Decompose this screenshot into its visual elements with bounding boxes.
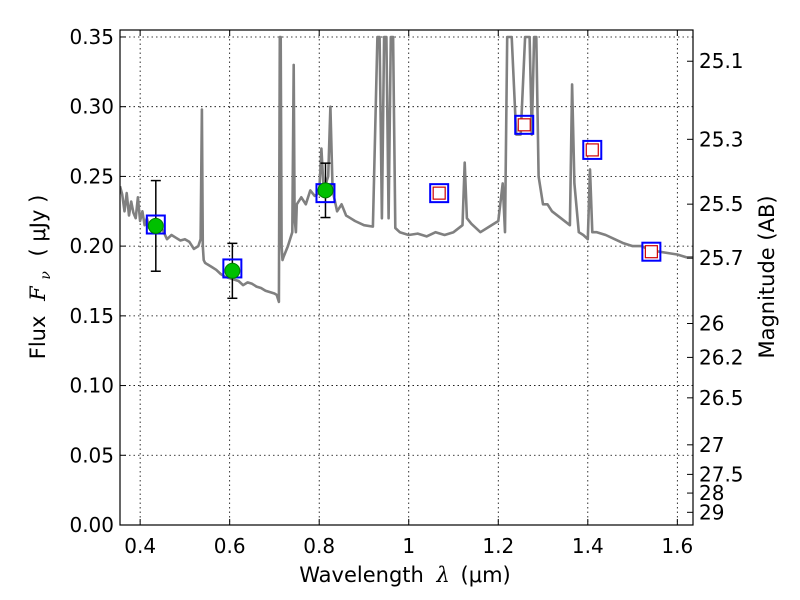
y-axis-title-unit: ( μJy ) — [26, 195, 50, 257]
y-tick-label: 0.35 — [69, 25, 114, 49]
x-axis-title-text: Wavelength — [299, 563, 424, 587]
y-axis-right-title: Magnitude (AB) — [755, 195, 779, 358]
tick-layer: 0.4 0.6 0.8 1 1.2 1.4 1.6 0.00 0.05 0.10 0.15 0.20 0… — [69, 25, 743, 558]
spectrum-line — [120, 35, 693, 304]
y-axis-title-symbol: F — [26, 285, 50, 302]
y-right-tick-label: 25.1 — [699, 49, 744, 73]
y-tick-label: 0.25 — [69, 164, 114, 188]
nondetection-point — [432, 186, 446, 200]
y-tick-label: 0.20 — [69, 234, 114, 258]
y-right-tick-label: 28 — [699, 481, 724, 505]
y-axis-title-text: Flux — [26, 316, 50, 360]
model-point — [641, 241, 662, 262]
y-right-tick-label: 26.5 — [699, 386, 744, 410]
x-tick-label: 1.4 — [572, 534, 604, 558]
x-axis-title-symbol: λ — [436, 563, 450, 587]
x-tick-label: 0.8 — [303, 534, 335, 558]
y-tick-label: 0.00 — [69, 513, 114, 537]
y-axis-title-subscript: ν — [38, 271, 54, 280]
model-point — [514, 114, 535, 135]
y-right-tick-label: 25.5 — [699, 192, 744, 216]
x-tick-label: 0.4 — [124, 534, 156, 558]
nondetection-point — [585, 143, 599, 157]
model-point — [429, 183, 450, 204]
marker-layer — [145, 114, 662, 300]
y-right-tick-label: 27.5 — [699, 462, 744, 486]
nondetection-point — [517, 118, 531, 132]
y-tick-label: 0.30 — [69, 95, 114, 119]
photometry-point — [147, 217, 164, 234]
x-axis-title: Wavelength λ (μm) — [299, 563, 510, 587]
grid-layer — [120, 30, 693, 526]
x-tick-label: 0.6 — [214, 534, 246, 558]
y-right-tick-label: 27 — [699, 433, 724, 457]
spectrum-layer — [120, 35, 693, 304]
y-right-tick-label: 25.7 — [699, 246, 744, 270]
x-tick-label: 1 — [402, 534, 415, 558]
y-tick-label: 0.10 — [69, 374, 114, 398]
x-tick-label: 1.2 — [482, 534, 514, 558]
y-right-tick-label: 26.2 — [699, 345, 744, 369]
photometry-point — [224, 262, 241, 279]
y-right-tick-label: 29 — [699, 500, 724, 524]
model-point — [582, 139, 603, 160]
y-right-tick-label: 26 — [699, 312, 724, 336]
x-axis-title-unit: (μm) — [461, 563, 511, 587]
y-right-tick-label: 25.3 — [699, 127, 744, 151]
y-tick-label: 0.15 — [69, 304, 114, 328]
x-tick-label: 1.6 — [661, 534, 693, 558]
nondetection-point — [644, 245, 658, 259]
photometry-point — [317, 182, 334, 199]
y-tick-label: 0.05 — [69, 443, 114, 467]
y-axis-title: Flux F ν ( μJy ) — [26, 195, 55, 360]
plot-frame — [119, 29, 694, 526]
